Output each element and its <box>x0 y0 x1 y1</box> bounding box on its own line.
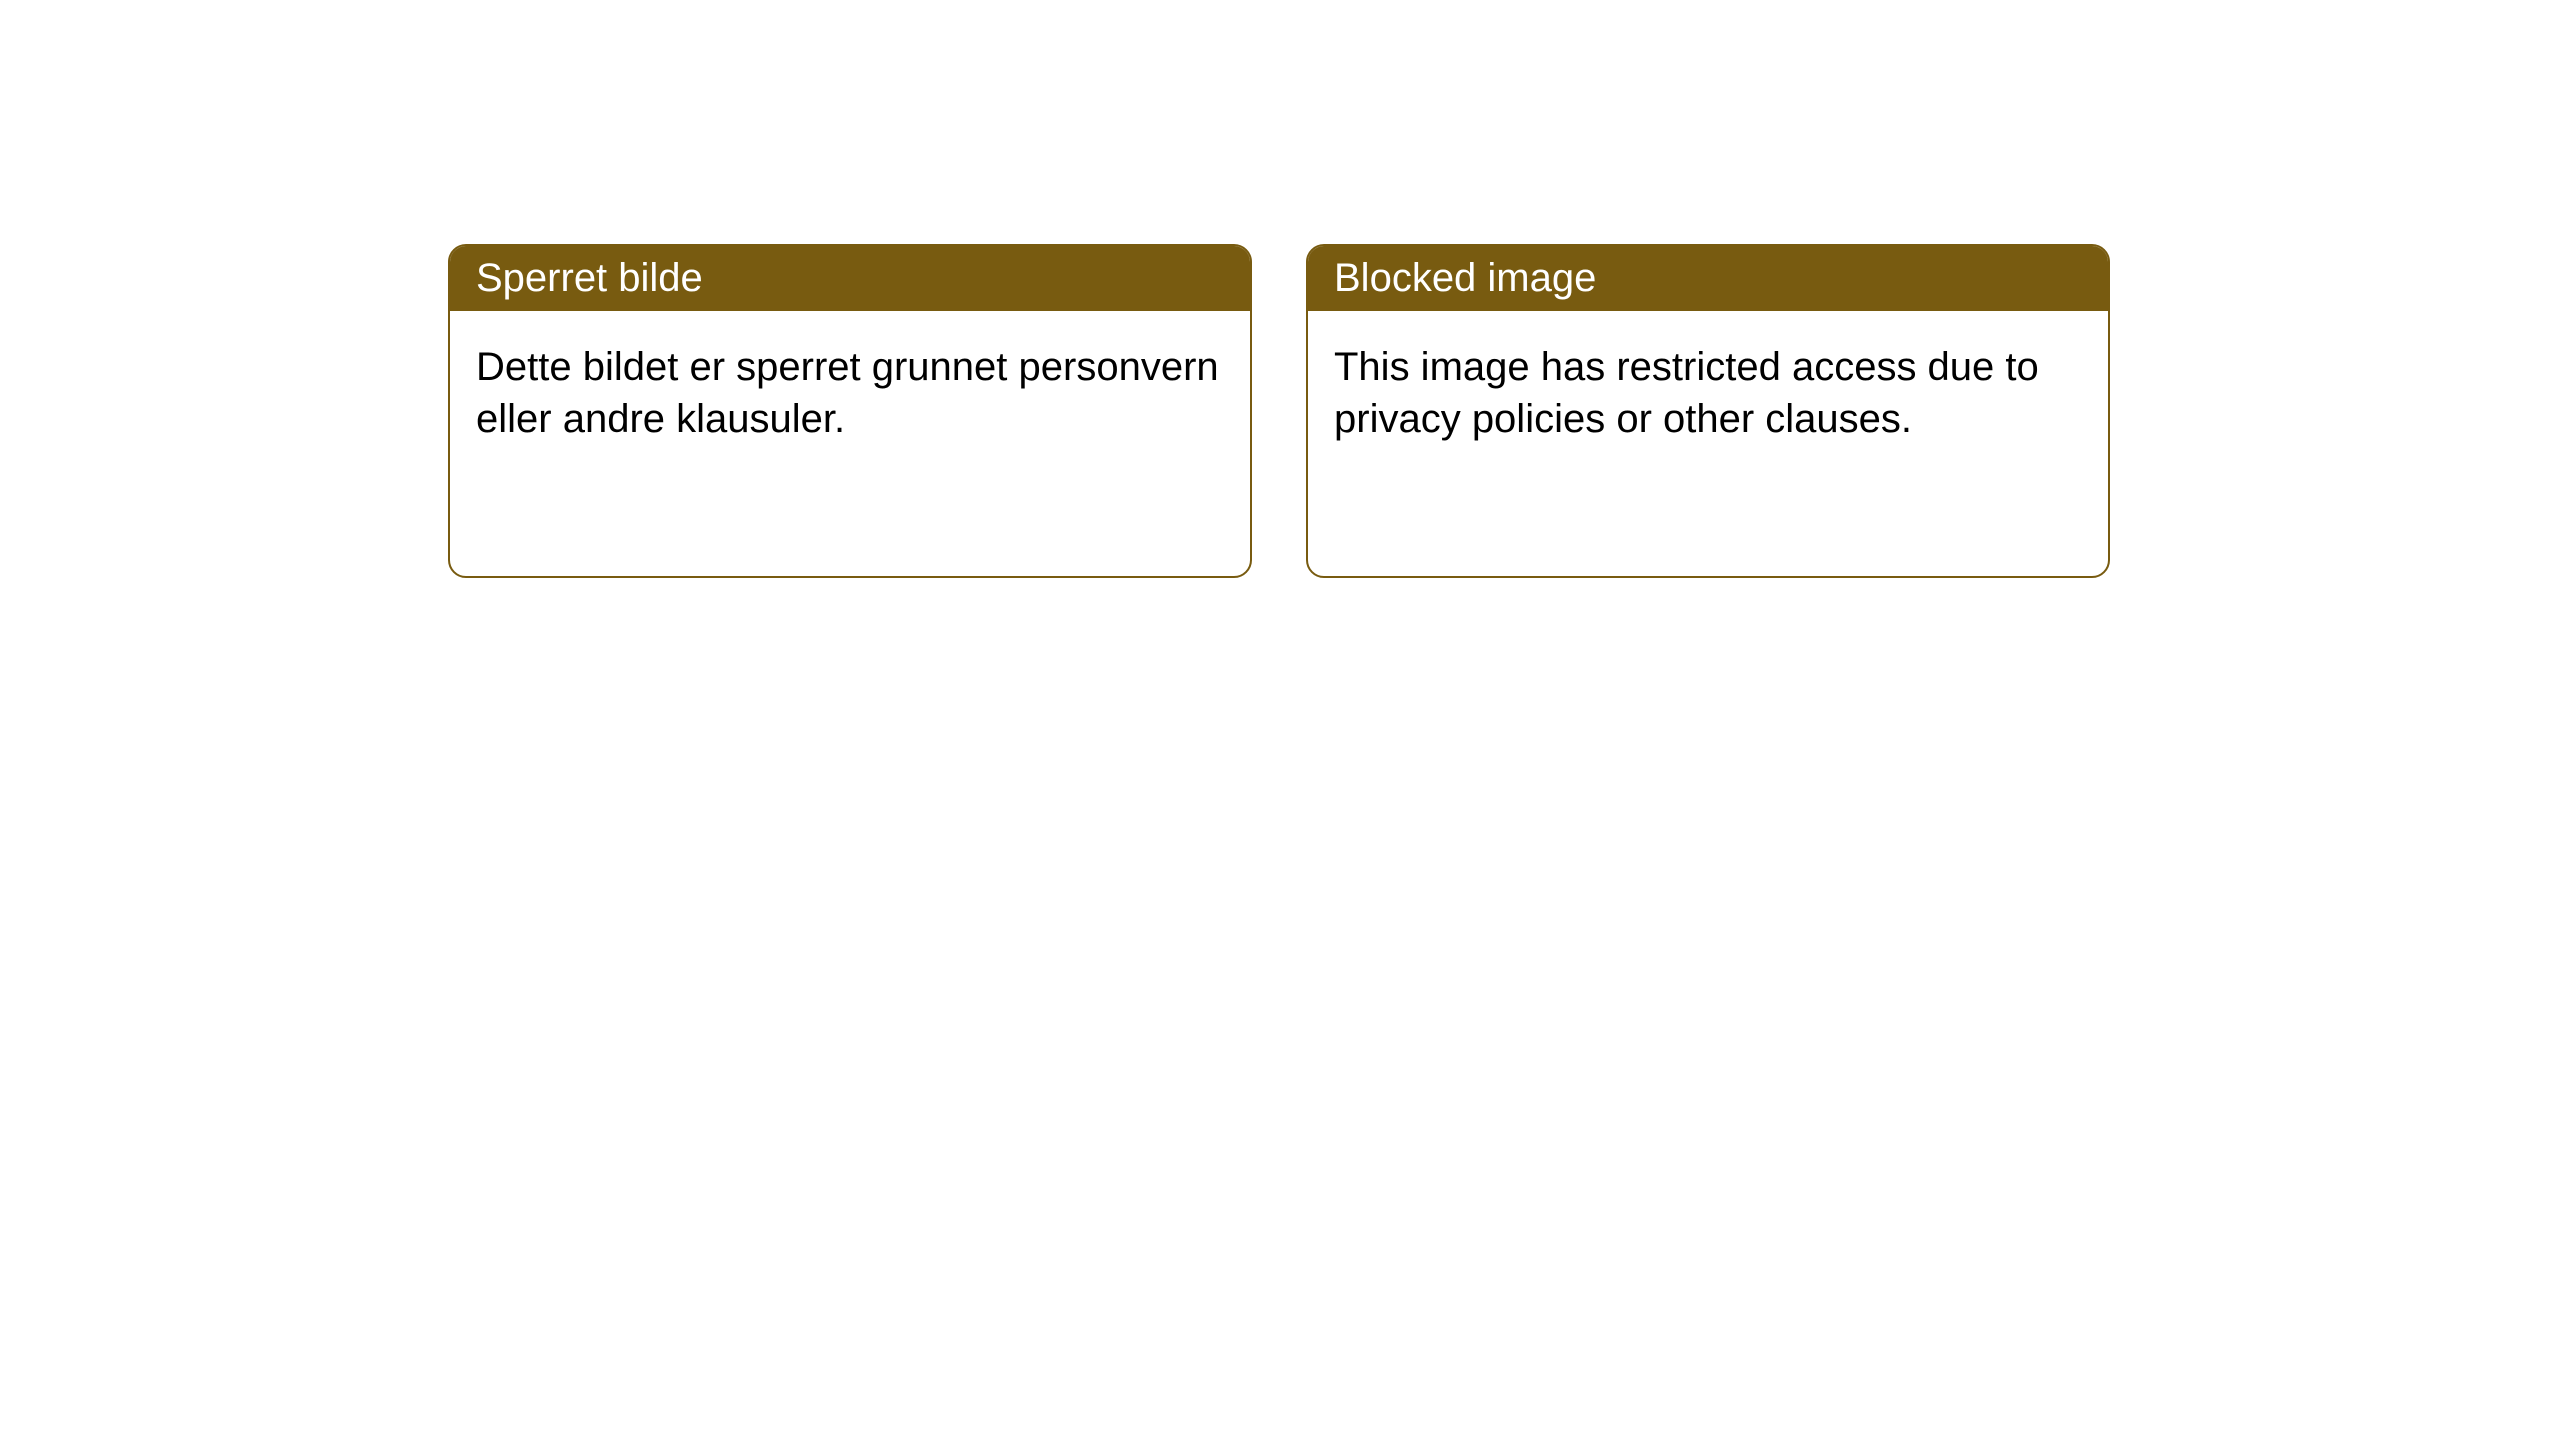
notice-body-norwegian: Dette bildet er sperret grunnet personve… <box>450 311 1250 475</box>
notice-container: Sperret bilde Dette bildet er sperret gr… <box>0 0 2560 578</box>
notice-card-english: Blocked image This image has restricted … <box>1306 244 2110 578</box>
notice-title-norwegian: Sperret bilde <box>450 246 1250 311</box>
notice-body-english: This image has restricted access due to … <box>1308 311 2108 475</box>
notice-card-norwegian: Sperret bilde Dette bildet er sperret gr… <box>448 244 1252 578</box>
notice-title-english: Blocked image <box>1308 246 2108 311</box>
